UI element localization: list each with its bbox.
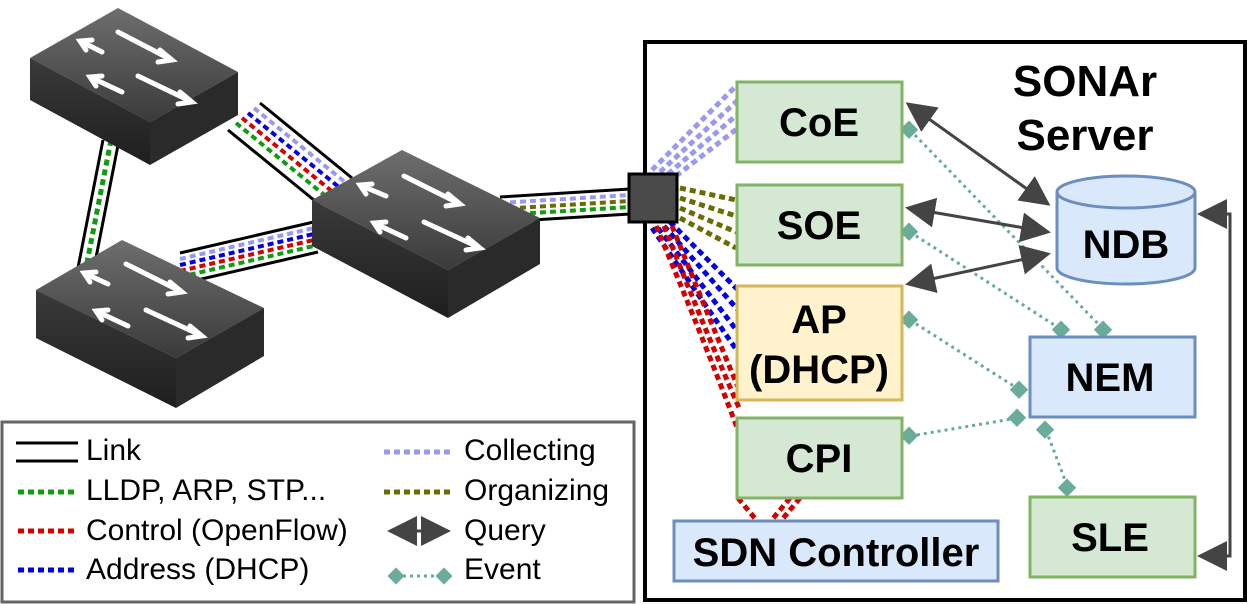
legend-collecting-label: Collecting	[464, 434, 596, 467]
legend-query-label: Query	[464, 514, 546, 547]
server-title-line1: SONAr	[1013, 57, 1157, 106]
module-ap-label-line2: (DHCP)	[749, 348, 889, 392]
module-soe: SOE	[735, 183, 904, 267]
module-coe-label: CoE	[779, 101, 859, 145]
legend-lldp-label: LLDP, ARP, STP...	[86, 474, 326, 507]
module-sle-label: SLE	[1071, 516, 1149, 560]
legend-link-label: Link	[86, 434, 142, 467]
module-sle: SLE	[1028, 495, 1197, 579]
link-upper-diagonal	[227, 101, 353, 207]
legend-control-label: Control (OpenFlow)	[86, 514, 348, 547]
module-ndb: NDB	[1055, 174, 1197, 286]
collecting-channel	[650, 84, 740, 178]
module-nem-label: NEM	[1066, 356, 1155, 400]
sdn-controller-label: SDN Controller	[693, 531, 980, 575]
legend-organizing-label: Organizing	[464, 474, 609, 507]
network-switch-icon	[30, 8, 238, 165]
module-ap-label-line1: AP	[791, 298, 847, 342]
organizing-channel	[678, 185, 738, 251]
legend: Link LLDP, ARP, STP... Control (OpenFlow…	[0, 420, 636, 604]
network-switch-icon	[36, 240, 264, 408]
control-channel	[653, 225, 802, 524]
legend-event-swatch	[387, 567, 453, 585]
server-title-line2: Server	[1016, 111, 1153, 160]
query-arrows	[905, 102, 1232, 571]
module-nem: NEM	[1028, 335, 1197, 419]
legend-address-label: Address (DHCP)	[86, 553, 309, 586]
legend-box	[0, 420, 636, 604]
module-soe-label: SOE	[777, 204, 861, 248]
event-diamonds	[899, 120, 1113, 497]
module-coe: CoE	[735, 80, 904, 164]
module-ndb-label: NDB	[1083, 223, 1170, 267]
link-lower-diagonal	[179, 219, 319, 286]
network-switch-icon	[312, 150, 540, 318]
module-cpi: CPI	[735, 416, 904, 500]
legend-event-label: Event	[464, 553, 541, 586]
port-square-icon	[627, 172, 679, 224]
sdn-controller: SDN Controller	[672, 519, 1000, 583]
legend-link-swatch	[16, 441, 78, 463]
module-ap: AP (DHCP)	[735, 284, 904, 402]
module-cpi-label: CPI	[786, 437, 853, 481]
